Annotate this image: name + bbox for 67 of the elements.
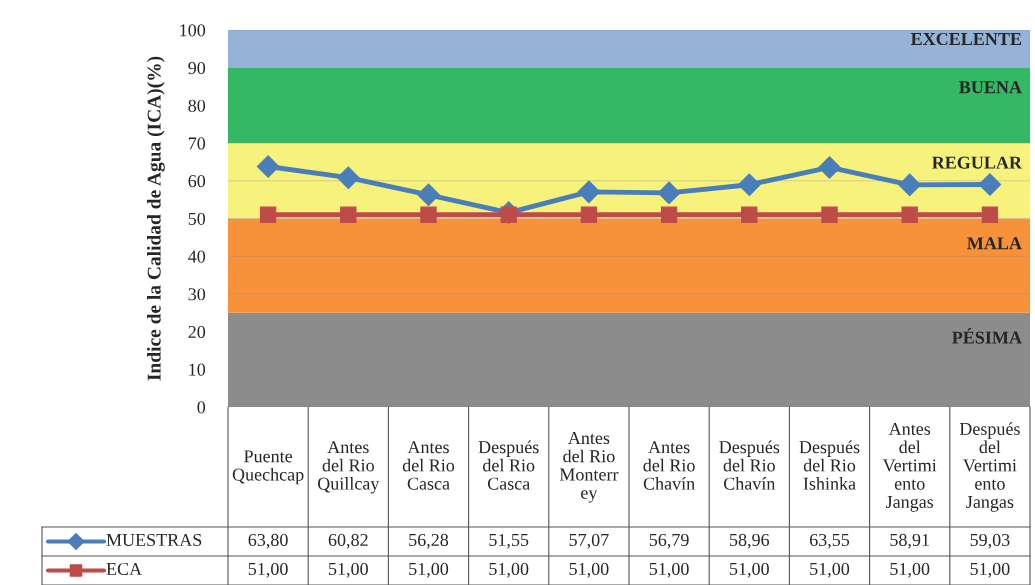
data-label: 56,28 (409, 533, 449, 549)
x-tick-label: Antes del Rio Quillcay (317, 441, 380, 494)
y-tick-label: 30 (188, 288, 206, 301)
data-label: 51,00 (890, 562, 930, 578)
legend-label: MUESTRAS (106, 533, 202, 547)
x-tick-label: Antes del Rio Monterrey (559, 432, 619, 503)
data-label: 63,80 (248, 533, 288, 549)
y-tick-label: 100 (180, 24, 206, 37)
legend-label: ECA (106, 562, 142, 576)
y-tick-label: 80 (188, 99, 206, 112)
y-tick-label: 10 (189, 363, 206, 376)
y-tick-label: 40 (188, 250, 206, 263)
x-tick-label: Después del Vertimiento Jangas (959, 422, 1020, 512)
point (898, 173, 922, 197)
point (981, 206, 999, 223)
data-label: 51,00 (810, 562, 850, 578)
y-tick-label: 20 (188, 325, 206, 339)
x-tick-label: Después del Rio Casca (478, 440, 539, 490)
data-label: 51,00 (970, 562, 1010, 578)
point (336, 166, 360, 190)
point (420, 206, 437, 223)
y-tick-label: 50 (188, 212, 206, 225)
x-tick-label: Puente Quechcap (232, 450, 304, 485)
y-tick-label: 70 (188, 137, 206, 150)
data-label: 51,55 (489, 533, 529, 549)
point (660, 206, 678, 223)
point (978, 173, 1002, 196)
band-label: PÉSIMA (952, 328, 1022, 344)
x-tick-label: Antes del Rio Casca (402, 441, 455, 490)
point (417, 183, 440, 207)
data-label: 51,00 (329, 562, 368, 578)
point (737, 173, 761, 197)
point (901, 206, 918, 223)
x-tick-label: Después del Rio Chavín (719, 440, 780, 490)
data-label: 51,00 (649, 562, 689, 578)
data-label: 51,00 (489, 562, 529, 578)
data-label: 51,00 (248, 562, 288, 578)
x-tick-label: Antes del Rio Chavín (643, 441, 695, 490)
band-label: EXCELENTE (910, 32, 1022, 46)
data-label: 58,96 (730, 533, 770, 549)
point (259, 206, 277, 223)
point (741, 206, 758, 223)
point (821, 206, 838, 223)
point (818, 156, 841, 179)
x-tick-label: Antes del Vertimiento Jangas (882, 422, 937, 512)
point (256, 155, 280, 178)
data-label: 57,07 (569, 533, 609, 549)
point (577, 180, 601, 204)
data-label: 51,00 (569, 562, 609, 578)
data-label: 51,00 (730, 562, 769, 578)
x-tick-label: Después del Rio Ishinka (799, 440, 860, 490)
data-label: 56,79 (649, 533, 689, 549)
data-label: 51,00 (409, 562, 449, 578)
band-label: BUENA (959, 81, 1022, 94)
band-label: MALA (967, 237, 1022, 250)
data-label: 60,82 (328, 533, 368, 549)
y-tick-label: 90 (188, 61, 206, 75)
data-label: 63,55 (809, 533, 850, 549)
point (340, 206, 357, 223)
y-tick-label: 60 (188, 175, 206, 188)
point (580, 206, 598, 223)
y-tick-label: 0 (197, 401, 206, 414)
band-label: REGULAR (932, 156, 1023, 169)
point (657, 181, 681, 205)
y-axis-title: Indice de la Calidad de Agua (ICA)(%) (147, 56, 165, 381)
data-label: 59,03 (970, 533, 1010, 549)
data-label: 58,91 (890, 533, 929, 549)
